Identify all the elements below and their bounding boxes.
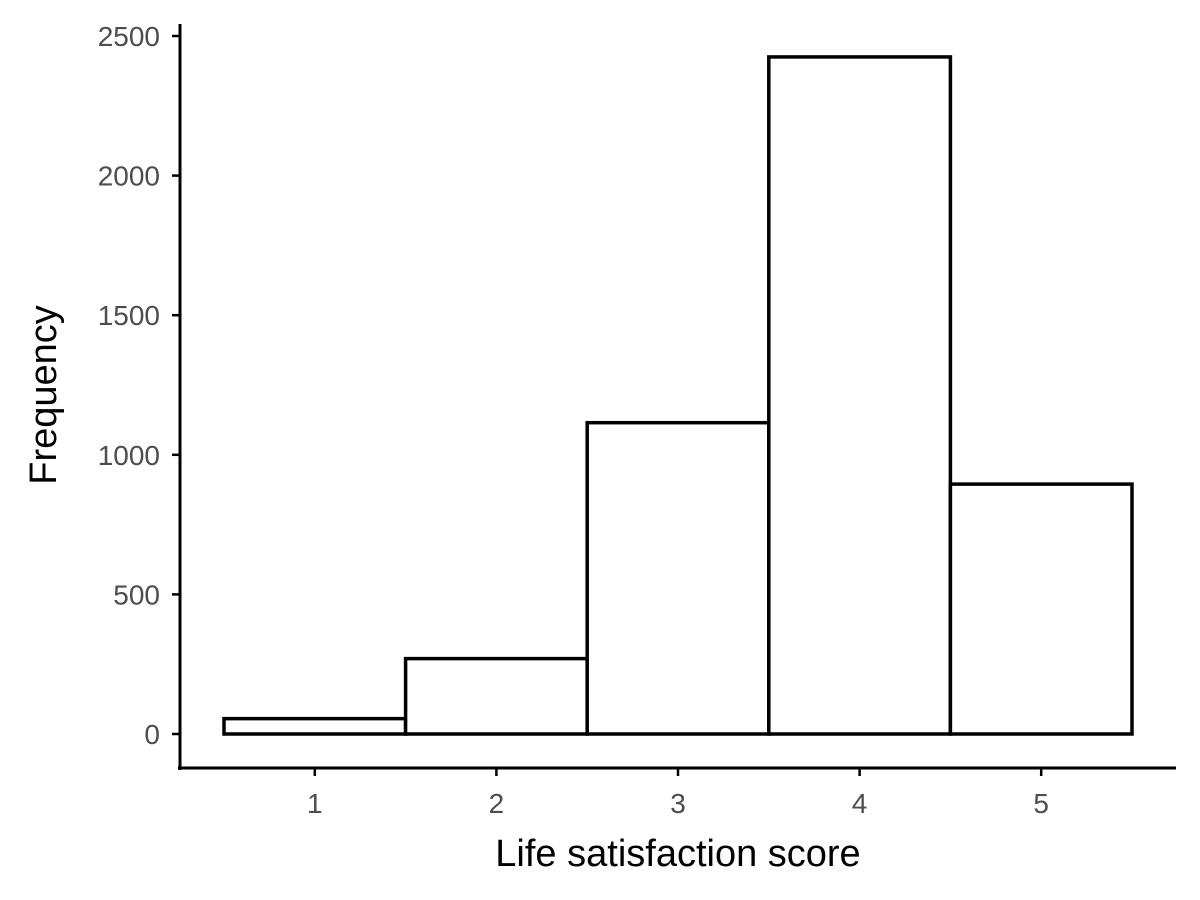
y-axis: 0 500 1000 1500 2000 2500	[98, 21, 182, 770]
histogram-bar-2	[403, 656, 589, 736]
x-ticks: 1 2 3 4 5	[307, 768, 1049, 819]
x-tick-label: 5	[1033, 788, 1049, 819]
histogram-bar-3	[585, 420, 771, 736]
bars-group	[222, 55, 1134, 736]
y-tick-label: 0	[144, 719, 160, 750]
x-axis-title: Life satisfaction score	[495, 833, 860, 875]
y-ticks: 0 500 1000 1500 2000 2500	[98, 21, 180, 750]
y-tick-label: 500	[113, 579, 160, 610]
histogram-bar-4	[767, 55, 953, 736]
histogram-bar-1	[222, 716, 408, 736]
y-tick-label: 2500	[98, 21, 160, 52]
x-tick-label: 4	[852, 788, 868, 819]
x-tick-label: 3	[670, 788, 686, 819]
x-tick-label: 1	[307, 788, 323, 819]
y-axis-title: Frequency	[23, 305, 65, 485]
y-tick-label: 1500	[98, 300, 160, 331]
x-tick-label: 2	[489, 788, 505, 819]
x-axis: 1 2 3 4 5	[178, 766, 1176, 819]
histogram-bar-5	[948, 482, 1134, 736]
y-tick-label: 2000	[98, 161, 160, 192]
y-tick-label: 1000	[98, 440, 160, 471]
